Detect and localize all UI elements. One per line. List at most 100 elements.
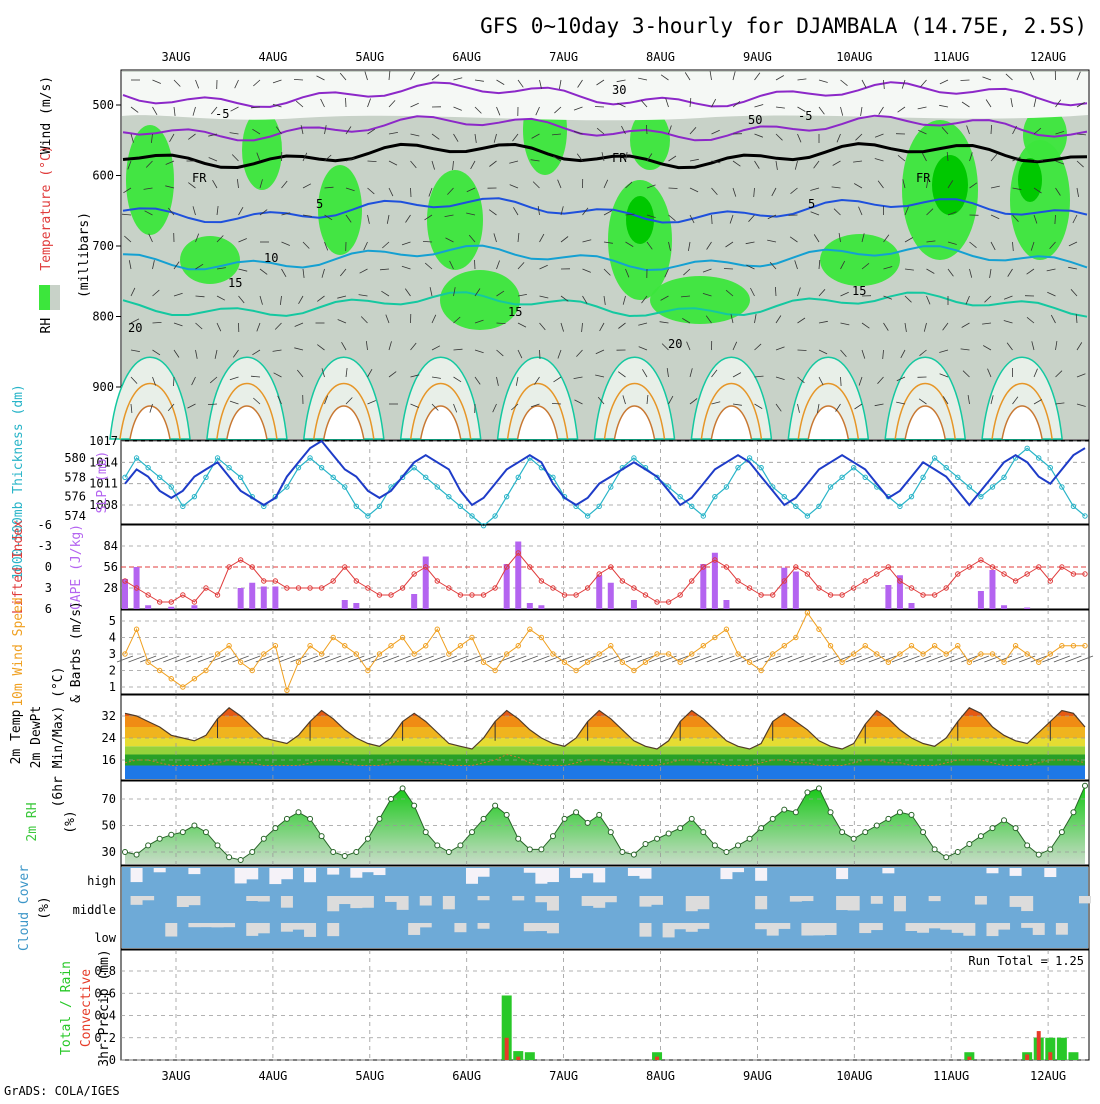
rh-point <box>678 826 683 831</box>
precip-convective-bar <box>655 1057 659 1060</box>
cloud-clear-gap <box>848 896 860 910</box>
cloud-clear-gap <box>582 868 594 873</box>
rh-point <box>666 831 671 836</box>
cloud-clear-gap <box>235 868 247 883</box>
cape-bar <box>1024 608 1030 610</box>
li-line <box>125 553 1085 602</box>
cloud-clear-gap <box>1010 868 1022 876</box>
cloud-clear-gap <box>940 923 952 930</box>
cloud-clear-gap <box>443 896 455 909</box>
cloud-clear-gap <box>882 868 894 873</box>
rh-point <box>978 834 983 839</box>
cloud-clear-gap <box>986 868 998 873</box>
cloud-clear-gap <box>582 896 594 906</box>
date-label-top: 11AUG <box>933 50 969 64</box>
temp-tick-label: 32 <box>102 709 116 723</box>
y-tick-label: 900 <box>92 380 114 394</box>
cape-bar <box>885 585 891 609</box>
rh-tick-label: 70 <box>102 792 116 806</box>
rh-point <box>620 850 625 855</box>
cape-bar <box>168 607 174 609</box>
temp-tick-label: 16 <box>102 753 116 767</box>
thickness-tick-label: 578 <box>64 470 86 484</box>
cloud-clear-gap <box>929 923 941 928</box>
date-label-top: 4AUG <box>258 50 287 64</box>
side-label-temp: 2m Temp <box>9 709 24 764</box>
rh-point <box>203 830 208 835</box>
cloud-clear-gap <box>639 923 651 937</box>
rh-point <box>180 830 185 835</box>
cape-bar <box>1001 605 1007 609</box>
rh-point <box>446 850 451 855</box>
cape-bar <box>700 564 706 609</box>
cloud-clear-gap <box>292 923 304 930</box>
rh-point <box>469 830 474 835</box>
wind-speed-line <box>125 613 1085 691</box>
cloud-clear-gap <box>339 896 351 904</box>
rh-point <box>712 843 717 848</box>
wind-tick-label: 4 <box>109 631 116 645</box>
rh-point <box>886 816 891 821</box>
run-total-label: Run Total = 1.25 <box>968 954 1084 968</box>
rh-point <box>389 797 394 802</box>
date-label-bottom: 6AUG <box>452 1069 481 1083</box>
rh-point <box>296 810 301 815</box>
cape-bar <box>596 575 602 609</box>
cloud-clear-gap <box>397 896 409 910</box>
temp-color-bands <box>121 696 1089 779</box>
rh-point <box>597 812 602 817</box>
date-label-bottom: 11AUG <box>933 1069 969 1083</box>
rh-point <box>539 847 544 852</box>
cloud-clear-gap <box>258 896 270 901</box>
rh-point <box>192 823 197 828</box>
rh-point <box>874 823 879 828</box>
contour-label: 15 <box>228 276 242 290</box>
rh-dry-region <box>122 72 1088 120</box>
precip-total-bar <box>525 1052 535 1060</box>
cloud-clear-gap <box>720 868 732 879</box>
cloud-clear-gap <box>454 923 466 932</box>
chart-title: GFS 0~10day 3-hourly for DJAMBALA (14.75… <box>480 14 1087 38</box>
rh-point <box>169 832 174 837</box>
rh-point <box>793 810 798 815</box>
cloud-clear-gap <box>524 868 536 873</box>
li-tick-label: -6 <box>38 518 52 532</box>
rh-moist-region <box>242 110 282 190</box>
contour-label: -5 <box>215 107 229 121</box>
date-label-bottom: 4AUG <box>258 1069 287 1083</box>
cloud-clear-gap <box>420 923 432 927</box>
rh-point <box>284 816 289 821</box>
cloud-clear-gap <box>732 868 744 872</box>
precip-convective-bar <box>1025 1054 1029 1060</box>
cloud-clear-gap <box>825 923 837 935</box>
cloud-clear-gap <box>246 868 258 879</box>
cloud-clear-gap <box>1010 896 1022 907</box>
cape-bar <box>989 570 995 609</box>
wind-barb <box>346 98 347 107</box>
cloud-clear-gap <box>246 923 258 936</box>
cloud-clear-gap <box>200 923 212 927</box>
cloud-clear-gap <box>1021 896 1033 911</box>
date-label-bottom: 3AUG <box>162 1069 191 1083</box>
rh-point <box>331 850 336 855</box>
cloud-clear-gap <box>963 923 975 936</box>
profile-y-label: (millibars) <box>77 212 92 298</box>
rh-point <box>770 816 775 821</box>
temp-band <box>121 766 1089 780</box>
cloud-clear-gap <box>836 868 848 879</box>
contour-label: 5 <box>808 197 815 211</box>
cloud-clear-gap <box>986 923 998 936</box>
cape-tick-label: 56 <box>104 560 118 574</box>
date-label-top: 8AUG <box>646 50 675 64</box>
cloud-clear-gap <box>894 896 906 911</box>
rh-point <box>1036 852 1041 857</box>
cloud-clear-gap <box>246 896 258 901</box>
thickness-line <box>125 448 1085 525</box>
rh-point <box>574 810 579 815</box>
rh-point <box>909 812 914 817</box>
cape-bar <box>538 605 544 609</box>
rh-point <box>377 816 382 821</box>
